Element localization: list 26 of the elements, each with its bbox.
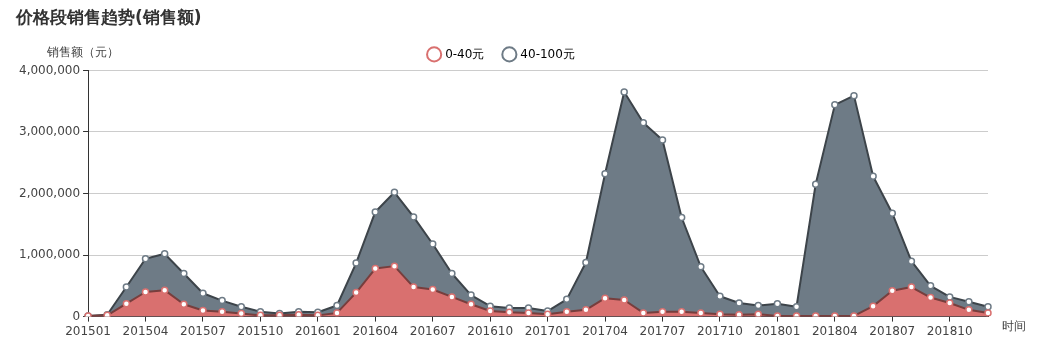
y-tick-label: 3,000,000 [18, 124, 81, 139]
x-tick-label: 201501 [65, 323, 111, 338]
x-tick-label: 201704 [582, 323, 628, 338]
x-axis-title: 时间 [1002, 318, 1026, 333]
y-tick-label: 0 [72, 308, 81, 323]
x-tick-label: 201710 [697, 323, 743, 338]
chart-title: 价格段销售趋势(销售额) [15, 6, 202, 27]
x-tick-label: 201510 [237, 323, 284, 338]
x-tick-label: 201610 [467, 323, 514, 338]
y-tick-label: 1,000,000 [18, 247, 81, 262]
legend-label: 0-40元 [445, 46, 485, 61]
x-tick-label: 201507 [180, 323, 226, 338]
x-tick-label: 201601 [294, 323, 341, 338]
x-tick-label: 201801 [754, 323, 801, 338]
legend-label: 40-100元 [520, 46, 575, 61]
x-tick-label: 201504 [122, 323, 169, 338]
y-axis-title: 销售额（元） [46, 44, 120, 59]
y-tick-label: 2,000,000 [18, 185, 81, 200]
x-tick-label: 201810 [926, 323, 973, 338]
x-tick-label: 201701 [524, 323, 571, 338]
x-tick-label: 201804 [811, 323, 858, 338]
x-tick-label: 201604 [352, 323, 399, 338]
y-tick-label: 4,000,000 [18, 62, 81, 77]
x-tick-label: 201807 [869, 323, 916, 338]
x-tick-label: 201707 [639, 323, 686, 338]
x-tick-label: 201607 [409, 323, 456, 338]
